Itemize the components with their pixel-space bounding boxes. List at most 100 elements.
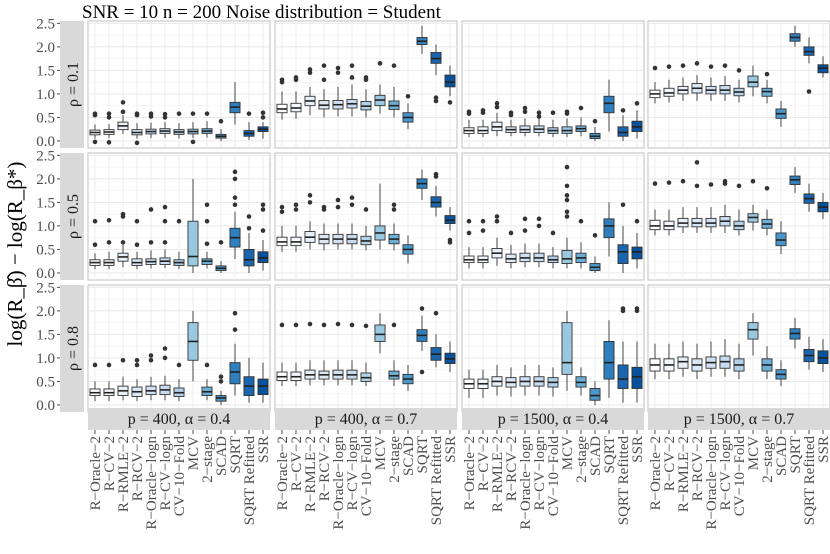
outlier-point (363, 207, 369, 212)
outlier-point (293, 207, 299, 212)
outlier-point (377, 61, 383, 66)
box-iqr (561, 249, 573, 264)
outlier-point (480, 228, 486, 233)
box-R−CV−logn (346, 195, 358, 250)
x-category-label: SCAD (774, 436, 790, 476)
box-iqr (229, 362, 241, 385)
outlier-point (106, 140, 112, 145)
box-R−CV−2 (290, 322, 302, 387)
box-R−CV−logn (346, 63, 358, 117)
box-iqr (603, 95, 615, 114)
box-SSR (817, 56, 829, 78)
col-strip-label: p = 1500, α = 0.7 (684, 411, 794, 428)
outlier-point (106, 115, 112, 120)
box-SSR (444, 65, 456, 105)
box-R−RMLE−2 (491, 364, 503, 396)
outlier-point (307, 70, 313, 76)
x-category-label: R−CV−logn (532, 436, 548, 511)
categories-col-2: R−Oracle−2R−CV−2R−RMLE−2R−RCV−2R−Oracle−… (275, 430, 459, 530)
box-MCV (561, 310, 573, 391)
box-iqr (374, 324, 386, 342)
outlier-point (419, 369, 425, 375)
outlier-point (522, 216, 528, 222)
y-tick-label: 2.5 (36, 16, 55, 32)
box-SCAD (215, 240, 227, 273)
outlier-point (494, 218, 500, 224)
box-R−Oracle−logn (519, 105, 531, 137)
outlier-point (307, 321, 313, 327)
box-R−RMLE−2 (304, 321, 316, 386)
box-iqr (747, 322, 759, 340)
facet-strips: ρ = 0.1 ρ = 0.5 ρ = 0.8 p = 400, α = 0.4 p =… (60, 21, 830, 430)
box-MCV (747, 313, 759, 356)
outlier-point (722, 181, 728, 186)
outlier-point (447, 100, 453, 105)
box-R−CV−2 (663, 64, 675, 103)
col-strip-label: p = 1500, α = 0.4 (498, 411, 608, 428)
box-SQRT Refitted (243, 214, 255, 273)
outlier-point (232, 169, 238, 175)
outlier-point (363, 77, 369, 83)
box-SCAD (215, 118, 227, 141)
chart-title: SNR = 10 n = 200 Noise distribution = St… (82, 2, 442, 23)
box-CV−10−Fold (173, 218, 185, 270)
outlier-point (260, 207, 266, 212)
outlier-point (232, 327, 238, 332)
box-SQRT Refitted (617, 108, 629, 141)
x-category-label: R−RCV−2 (504, 436, 520, 501)
x-axis-categories: R−Oracle−2R−CV−2R−RMLE−2R−RCV−2R−Oracle−… (88, 430, 830, 530)
outlier-point (204, 241, 210, 247)
outlier-point (750, 178, 756, 184)
row-strip-label: ρ = 0.8 (65, 326, 82, 371)
outlier-point (92, 362, 98, 368)
box-CV−10−Fold (547, 367, 559, 397)
box-MCV (747, 178, 759, 231)
outlier-point (466, 218, 472, 224)
outlier-point (162, 355, 168, 361)
box-iqr (631, 366, 643, 389)
box-R−Oracle−2 (649, 343, 661, 380)
x-category-label: CV−10−Fold (546, 436, 562, 517)
x-category-label: R−CV−logn (345, 436, 361, 511)
x-category-label: SSR (816, 436, 830, 463)
outlier-point (722, 63, 728, 68)
x-category-label: 2−stage (387, 436, 403, 483)
outlier-point (204, 362, 210, 368)
x-category-label: R−Oracle−2 (275, 436, 291, 510)
box-SQRT Refitted (243, 357, 255, 403)
x-category-label: R−RMLE−2 (303, 436, 319, 512)
x-category-label: SQRT (415, 436, 431, 473)
box-R−CV−logn (533, 364, 545, 396)
box-R−RCV−2 (131, 218, 143, 270)
box-iqr (561, 322, 573, 375)
y-axis-label: log(R_β̂) − log(R_β*) (3, 162, 27, 347)
box-R−RMLE−2 (677, 178, 689, 233)
box-MCV (561, 109, 573, 138)
x-category-label: R−RCV−2 (317, 436, 333, 501)
box-SQRT (789, 25, 801, 47)
x-category-label: R−CV−logn (158, 436, 174, 511)
x-category-label: SSR (630, 436, 646, 463)
box-R−RCV−2 (691, 343, 703, 380)
categories-col-4: R−Oracle−2R−CV−2R−RMLE−2R−RCV−2R−Oracle−… (648, 430, 830, 530)
box-R−CV−logn (719, 178, 731, 233)
box-CV−10−Fold (733, 183, 745, 236)
outlier-point (92, 218, 98, 224)
y-tick-label: 0.5 (36, 242, 55, 258)
col-strip-bg (648, 408, 830, 430)
x-category-label: R−Oracle−2 (88, 436, 104, 510)
outlier-point (92, 139, 98, 145)
panel-grid (87, 20, 830, 413)
outlier-point (564, 193, 570, 198)
box-R−CV−2 (477, 108, 489, 138)
box-iqr (243, 248, 255, 267)
outlier-point (592, 118, 598, 124)
outlier-point (279, 322, 285, 328)
outlier-point (620, 108, 626, 113)
box-iqr (444, 74, 456, 88)
outlier-point (162, 204, 168, 210)
box-R−RCV−2 (131, 357, 143, 402)
outlier-point (218, 379, 224, 384)
x-category-label: SCAD (588, 436, 604, 476)
outlier-point (218, 374, 224, 380)
